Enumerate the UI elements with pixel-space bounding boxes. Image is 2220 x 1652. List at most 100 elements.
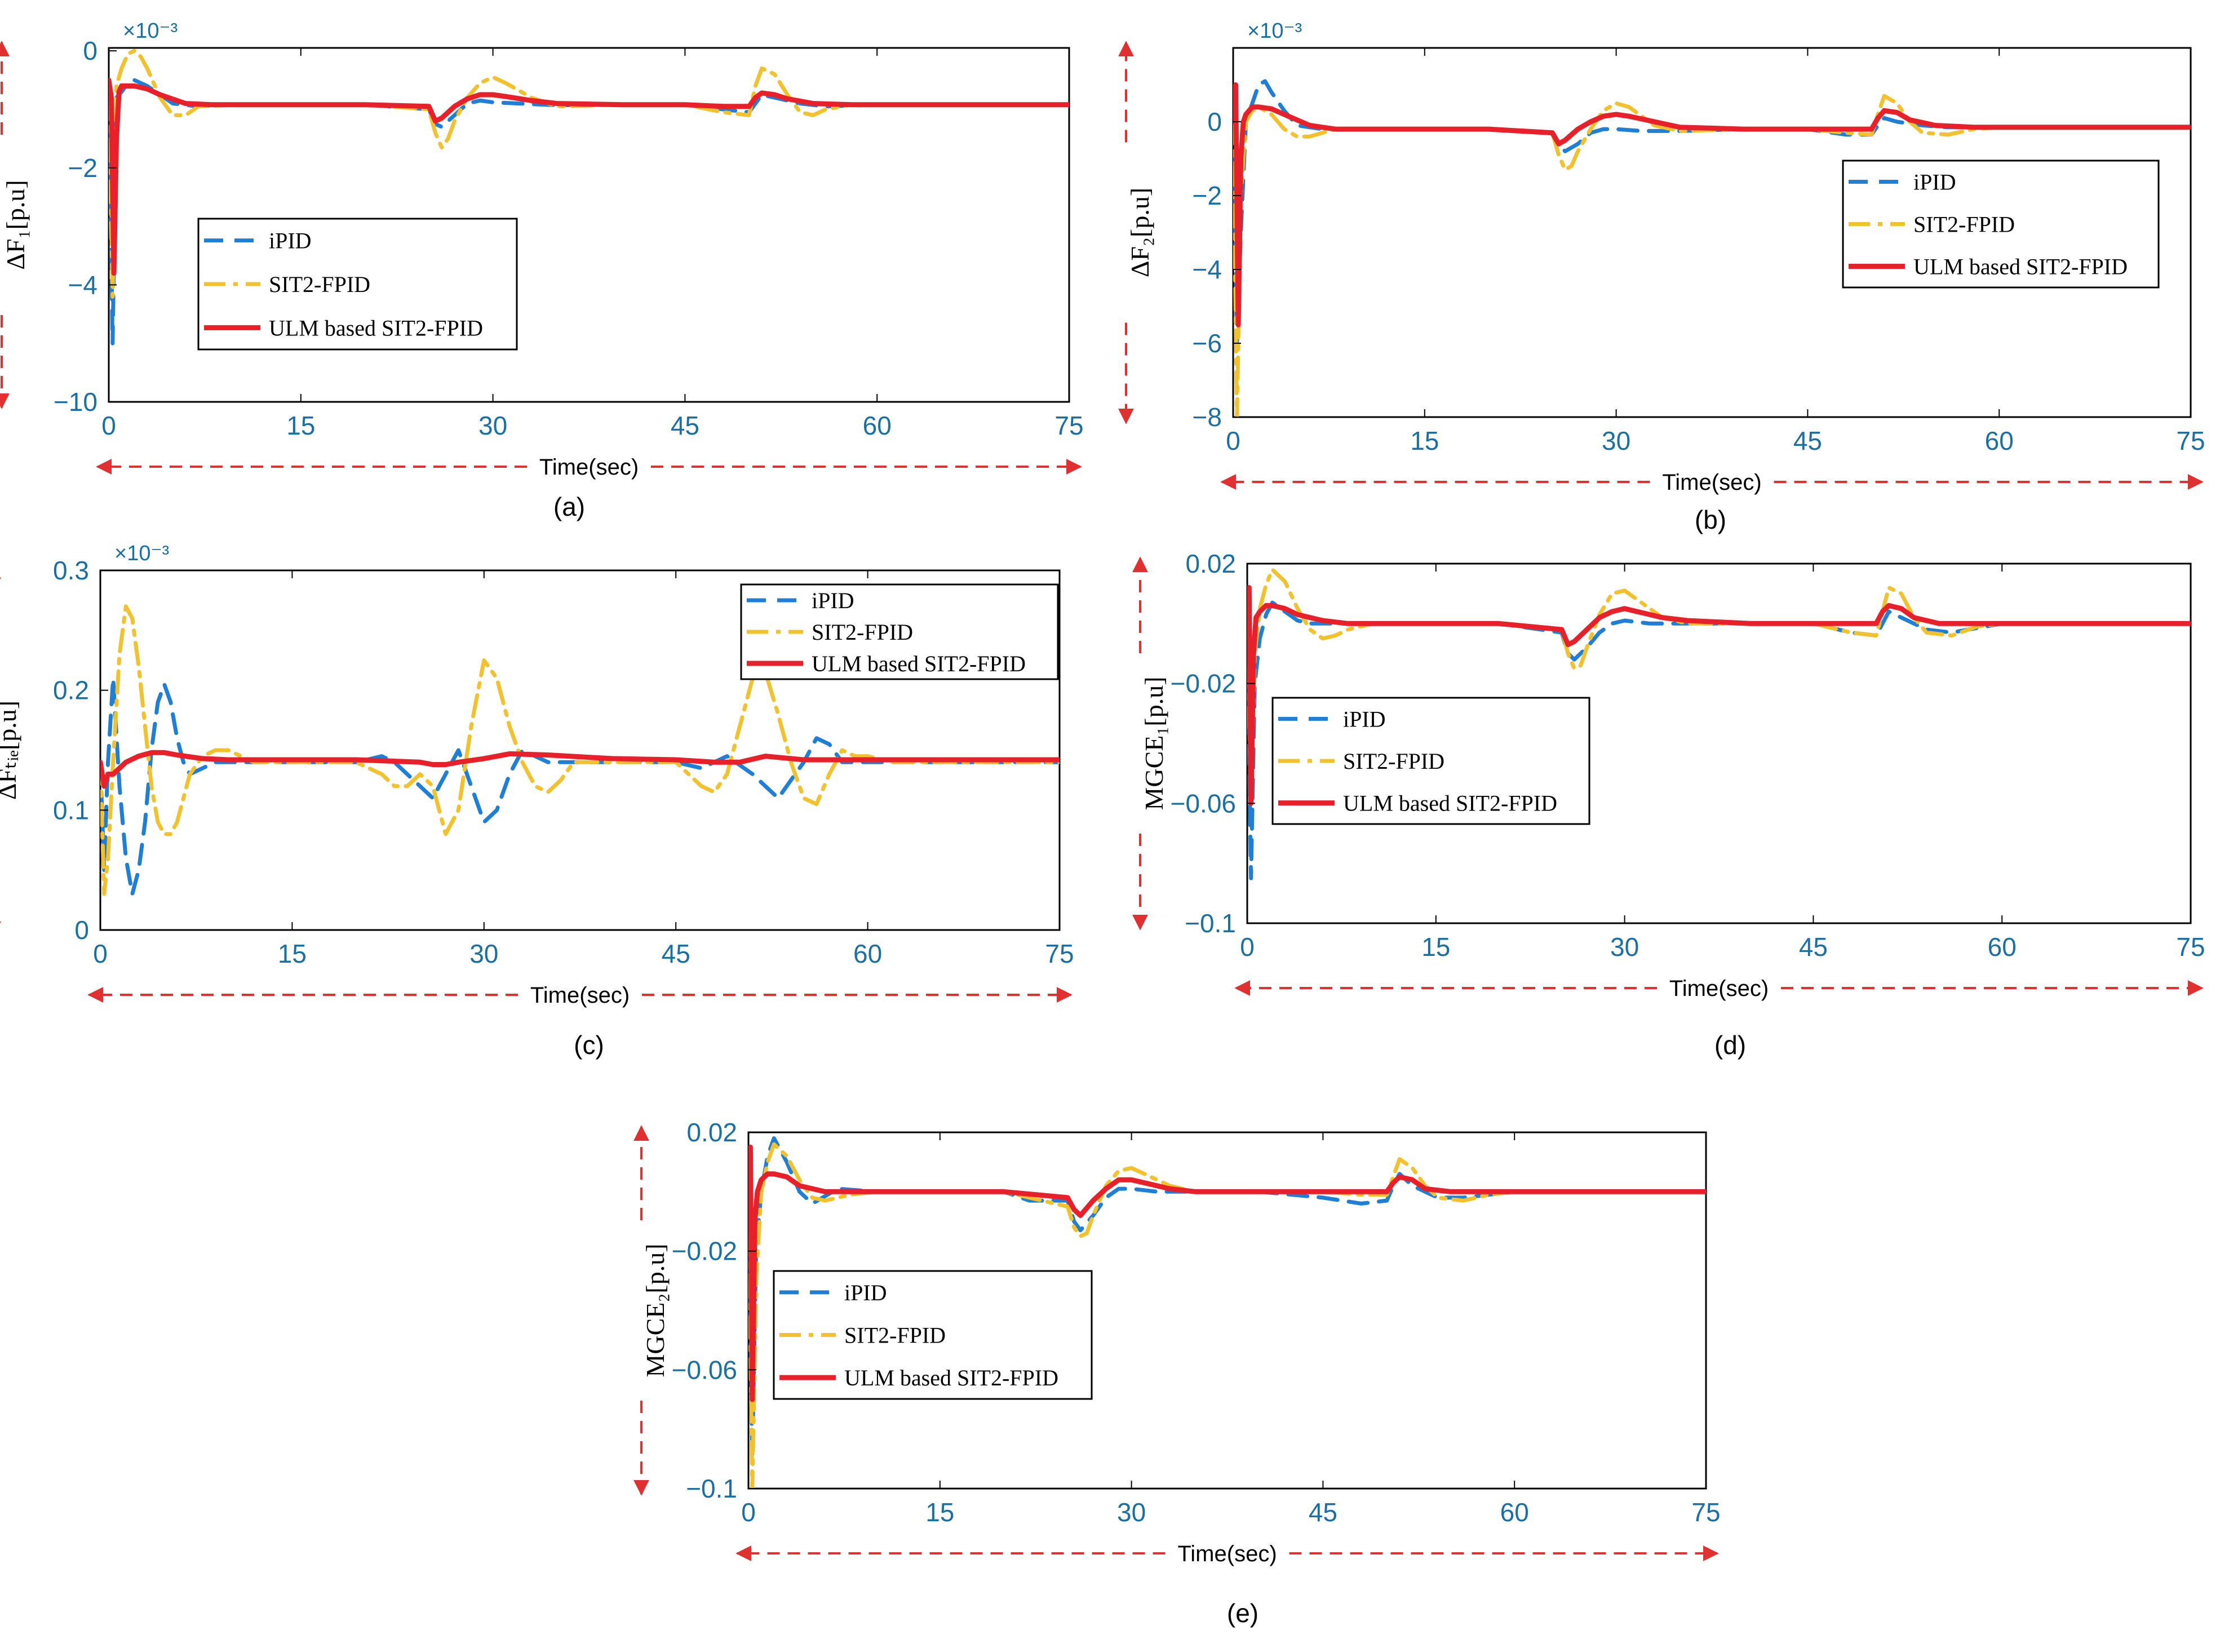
x-axis-label: Time(sec) [1669, 976, 1769, 1001]
y-tick-label: 0.2 [53, 676, 89, 705]
legend-label: ULM based SIT2-FPID [269, 315, 483, 340]
y-tick-label: 0 [74, 915, 89, 945]
x-tick-label: 75 [2176, 426, 2205, 455]
x-axis-label: Time(sec) [1177, 1542, 1277, 1566]
legend-label: iPID [269, 228, 312, 254]
x-tick-label: 0 [741, 1498, 756, 1527]
x-tick-label: 75 [1054, 411, 1083, 440]
x-tick-label: 0 [101, 411, 116, 440]
panel-caption: (e) [1227, 1598, 1259, 1628]
chart-panel-d: 0 15 30 45 60 75 0.02 −0.02 −0.06 −0.1 MGCE₁[p.u] T… [1132, 549, 2205, 1060]
legend-label: iPID [1343, 706, 1386, 732]
x-tick-label: 60 [1988, 932, 2017, 962]
x-tick-label: 0 [1226, 426, 1240, 455]
y-tick-label: −0.06 [672, 1355, 737, 1384]
x-axis-label: Time(sec) [539, 455, 639, 480]
y-axis-label: ΔF₁[p.u] [1, 180, 30, 269]
y-axis-label: ΔFₜᵢₑ[p.u] [0, 701, 21, 800]
series-line-ipid [1233, 79, 2191, 346]
y-tick-label: 0.3 [53, 556, 89, 585]
legend-label: SIT2-FPID [812, 619, 913, 645]
series-line-sit2-fpid [100, 604, 1060, 896]
x-tick-label: 15 [925, 1498, 954, 1527]
y-tick-label: −0.02 [1171, 669, 1236, 698]
chart-panel-a: 0 15 30 45 60 75 0 −2 −4 −10 ×10⁻³ ΔF₁[p.u] Time(sec… [0, 19, 1084, 521]
y-axis-label: ΔF₂[p.u] [1125, 188, 1154, 277]
x-tick-label: 45 [671, 411, 699, 440]
x-tick-label: 30 [469, 939, 498, 968]
x-tick-label: 0 [93, 939, 108, 968]
legend-label: ULM based SIT2-FPID [844, 1365, 1058, 1390]
legend: iPID SIT2-FPID ULM based SIT2-FPID [1271, 697, 1590, 825]
x-tick-label: 30 [1117, 1498, 1146, 1527]
chart-panel-b: 0 15 30 45 60 75 0 −2 −4 −6 −8 ×10⁻³ ΔF₂[p.u] Time(se… [1118, 19, 2205, 534]
panel-caption: (c) [574, 1030, 604, 1060]
x-axis-label: Time(sec) [530, 983, 630, 1008]
y-tick-label: −4 [1193, 255, 1222, 284]
legend-label: ULM based SIT2-FPID [1913, 254, 2128, 280]
x-tick-label: 30 [478, 411, 507, 440]
y-tick-label: −0.1 [1185, 909, 1236, 938]
series-group [109, 48, 1069, 346]
x-tick-label: 15 [278, 939, 307, 968]
y-tick-label: −8 [1193, 402, 1222, 432]
legend-label: SIT2-FPID [1913, 212, 2015, 237]
x-tick-label: 75 [2176, 932, 2205, 962]
series-line-ipid [748, 1136, 1706, 1461]
legend-label: SIT2-FPID [844, 1323, 946, 1348]
x-tick-label: 60 [1500, 1498, 1529, 1527]
y-tick-label: 0 [1207, 107, 1222, 136]
series-line-ulm-based-sit2-fpid [1233, 82, 2191, 327]
legend-label: iPID [1913, 170, 1956, 195]
x-tick-label: 45 [1793, 426, 1822, 455]
x-tick-label: 75 [1691, 1498, 1720, 1527]
series-line-sit2-fpid [109, 48, 1069, 299]
series-group [100, 604, 1060, 896]
series-line-sit2-fpid [1233, 94, 2191, 417]
axis-exponent: ×10⁻³ [123, 19, 178, 43]
panel-caption: (a) [553, 492, 585, 521]
legend-label: ULM based SIT2-FPID [1343, 791, 1557, 816]
y-tick-label: 0 [83, 36, 98, 65]
legend: iPID SIT2-FPID ULM based SIT2-FPID [1842, 160, 2160, 289]
legend: iPID SIT2-FPID ULM based SIT2-FPID [740, 583, 1059, 680]
panel-caption: (b) [1695, 505, 1726, 534]
legend-label: ULM based SIT2-FPID [812, 651, 1026, 676]
y-tick-label: −0.02 [672, 1237, 737, 1266]
y-tick-label: −4 [68, 270, 98, 299]
y-tick-label: 0.02 [686, 1118, 737, 1147]
legend: iPID SIT2-FPID ULM based SIT2-FPID [197, 218, 518, 351]
series-group [1247, 568, 2191, 880]
legend: iPID SIT2-FPID ULM based SIT2-FPID [773, 1270, 1093, 1400]
panel-caption: (d) [1714, 1030, 1746, 1060]
y-tick-label: −10 [54, 387, 98, 417]
series-group [748, 1136, 1706, 1489]
x-tick-label: 15 [1421, 932, 1450, 962]
series-line-ipid [1247, 600, 2191, 880]
series-line-ulm-based-sit2-fpid [100, 750, 1060, 789]
y-tick-label: −0.06 [1171, 789, 1236, 818]
y-tick-label: −2 [1193, 181, 1222, 210]
x-tick-label: 45 [1799, 932, 1828, 962]
x-tick-label: 0 [1240, 932, 1255, 962]
y-tick-label: −6 [1193, 329, 1222, 358]
x-axis-label: Time(sec) [1662, 470, 1761, 495]
series-line-ipid [100, 676, 1060, 896]
x-tick-label: 60 [1985, 426, 2014, 455]
x-tick-label: 45 [662, 939, 690, 968]
y-axis-label: MGCE₂[p.u] [641, 1243, 670, 1377]
y-axis-label: MGCE₁[p.u] [1140, 676, 1168, 810]
y-tick-label: −2 [68, 153, 98, 183]
y-tick-label: 0.02 [1185, 549, 1236, 578]
x-tick-label: 75 [1045, 939, 1074, 968]
chart-panel-c: 0 15 30 45 60 75 0 0.1 0.2 0.3 ×10⁻³ ΔFₜᵢₑ[p.u] Time… [0, 542, 1074, 1060]
series-line-ulm-based-sit2-fpid [109, 77, 1069, 276]
series-group [1233, 79, 2191, 417]
x-tick-label: 15 [1410, 426, 1439, 455]
x-tick-label: 15 [286, 411, 315, 440]
y-tick-label: 0.1 [53, 795, 89, 825]
x-tick-label: 60 [863, 411, 892, 440]
series-line-ulm-based-sit2-fpid [748, 1144, 1706, 1402]
series-line-ulm-based-sit2-fpid [1247, 585, 2191, 806]
